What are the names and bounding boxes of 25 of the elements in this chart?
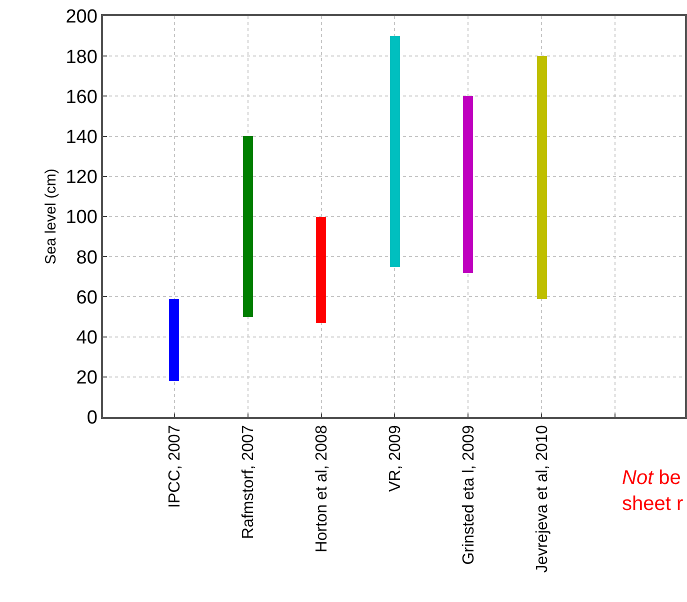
y-tick-label: 60 <box>76 287 98 308</box>
x-tick-label: Jevrejeva et al, 2010 <box>534 425 551 573</box>
text: Not be sheet r <box>622 467 684 515</box>
x-tick-label: Horton et al, 2008 <box>313 425 330 552</box>
x-tick-label: Rafmstorf, 2007 <box>240 425 257 539</box>
x-tick-label: VR, 2009 <box>386 425 404 492</box>
y-tick-label: 40 <box>76 327 98 348</box>
y-tick-label: 0 <box>86 408 98 429</box>
bar <box>243 136 253 317</box>
y-tick-label: 100 <box>66 207 98 228</box>
y-tick-label: 80 <box>76 247 98 268</box>
x-tick-label: Grinsted eta l, 2009 <box>460 425 478 565</box>
bar <box>537 56 547 299</box>
y-tick-label: 20 <box>76 368 98 389</box>
y-tick-label: 160 <box>66 86 98 108</box>
y-tick-label: 140 <box>66 126 98 148</box>
y-tick-label: 180 <box>66 46 98 68</box>
y-tick-label: 200 <box>66 6 98 28</box>
y-axis-title: Sea level (cm) <box>42 168 60 264</box>
x-tick-label: IPCC, 2007 <box>166 425 184 508</box>
bar <box>169 299 179 381</box>
bar <box>390 36 400 267</box>
bar <box>316 217 326 323</box>
y-tick-label: 120 <box>66 167 98 188</box>
bar <box>463 96 473 273</box>
